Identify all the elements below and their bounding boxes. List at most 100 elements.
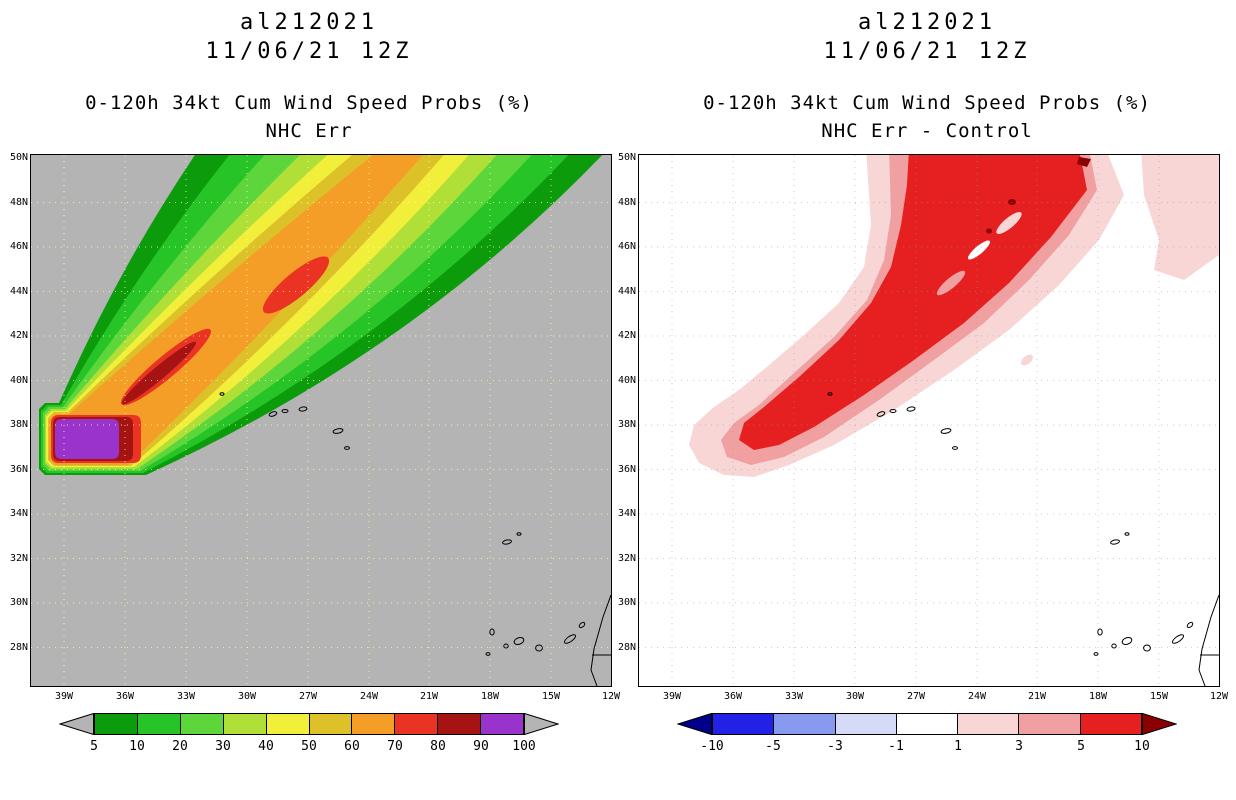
lon-tick-label: 24W <box>967 691 987 702</box>
colorbar-tick: 10 <box>1134 739 1150 754</box>
colorbar-box <box>395 713 439 735</box>
lon-tick-label: 15W <box>1149 691 1169 702</box>
difference-map-svg <box>639 155 1219 686</box>
lon-tick-label: 36W <box>723 691 743 702</box>
lon-tick-label: 18W <box>480 691 500 702</box>
model-label: NHC Err - Control <box>821 120 1033 142</box>
lon-tick-label: 30W <box>237 691 257 702</box>
storm-id: al212021 <box>240 10 378 35</box>
colorbar-strip <box>677 713 1177 735</box>
lon-tick-label: 27W <box>298 691 318 702</box>
lat-tick-label: 28N <box>9 642 28 653</box>
colorbar-tick: 90 <box>473 739 489 754</box>
lon-tick-label: 21W <box>419 691 439 702</box>
lon-tick-label: 24W <box>359 691 379 702</box>
colorbar-tick: -1 <box>888 739 904 754</box>
storm-id: al212021 <box>858 10 996 35</box>
lat-tick-label: 50N <box>9 152 28 163</box>
colorbar-box <box>137 713 181 735</box>
map-nhc-err: 50N 48N 46N 44N 42N 40N 38N 36N 34N 32N … <box>10 153 620 702</box>
colorbar-tick: 100 <box>512 739 536 754</box>
lat-tick-label: 42N <box>9 330 28 341</box>
colorbar-box <box>481 713 525 735</box>
lon-tick-label: 21W <box>1027 691 1047 702</box>
colorbar-box <box>309 713 353 735</box>
lat-tick-label: 36N <box>9 464 28 475</box>
difference-colorbar: -10 -5 -3 -1 1 3 5 10 <box>677 713 1177 769</box>
colorbar-tick: -3 <box>827 739 843 754</box>
lat-tick-label: 40N <box>617 375 636 386</box>
colorbar-box <box>438 713 482 735</box>
colorbar-tick: 70 <box>387 739 403 754</box>
diff-band-plus1-corner <box>1141 155 1219 280</box>
lon-tick-label: 12W <box>1209 691 1229 702</box>
colorbar-box <box>958 713 1020 735</box>
colorbar-box <box>835 713 897 735</box>
colorbar-box <box>896 713 959 735</box>
coastline-islands <box>827 392 1219 686</box>
lat-tick-label: 48N <box>9 197 28 208</box>
diff-pale-hole <box>996 212 1022 234</box>
prob-red-midswath-patch <box>262 256 330 314</box>
colorbar-tick: 50 <box>301 739 317 754</box>
subtitle: 0-120h 34kt Cum Wind Speed Probs (%) <box>703 92 1151 114</box>
colorbar-tick: 3 <box>1015 739 1023 754</box>
title-block: al212021 11/06/21 12Z 0-120h 34kt Cum Wi… <box>618 0 1236 145</box>
lat-tick-label: 32N <box>617 553 636 564</box>
lat-tick-label: 34N <box>617 508 636 519</box>
colorbar-box <box>223 713 267 735</box>
diff-white-hole <box>967 240 991 260</box>
lat-tick-label: 36N <box>617 464 636 475</box>
colorbar-tick: 60 <box>344 739 360 754</box>
diff-pink-speck <box>1021 354 1033 366</box>
lon-tick-label: 39W <box>662 691 682 702</box>
colorbar-arrow-right-icon <box>524 713 560 735</box>
lat-tick-label: 40N <box>9 375 28 386</box>
lat-tick-label: 44N <box>9 286 28 297</box>
africa-coastline <box>1198 594 1219 686</box>
prob-band-90-core <box>55 419 119 459</box>
lat-tick-label: 30N <box>617 597 636 608</box>
lat-tick-label: 34N <box>9 508 28 519</box>
colorbar-tick: 40 <box>258 739 274 754</box>
lon-tick-label: 27W <box>906 691 926 702</box>
panel-nhc-err: al212021 11/06/21 12Z 0-120h 34kt Cum Wi… <box>10 10 620 769</box>
colorbar-tick: 5 <box>90 739 98 754</box>
diff-band-plus10-speck <box>1008 199 1016 205</box>
init-time: 11/06/21 12Z <box>823 39 1031 64</box>
colorbar-box <box>266 713 310 735</box>
probability-colorbar: 5 10 20 30 40 50 60 70 80 90 100 <box>59 713 560 769</box>
lat-tick-label: 30N <box>9 597 28 608</box>
lon-tick-label: 33W <box>784 691 804 702</box>
coastline-islands <box>219 392 611 686</box>
africa-coastline <box>590 594 611 686</box>
colorbar-strip <box>59 713 560 735</box>
diff-salmon-hole <box>936 270 966 296</box>
colorbar-box <box>1019 713 1081 735</box>
colorbar-box <box>352 713 396 735</box>
lon-tick-label: 33W <box>176 691 196 702</box>
colorbar-box <box>712 713 775 735</box>
colorbar-tick: 80 <box>430 739 446 754</box>
lon-tick-label: 36W <box>115 691 135 702</box>
colorbar-tick: -5 <box>765 739 781 754</box>
lon-tick-label: 15W <box>541 691 561 702</box>
diff-band-plus10-speck <box>1077 157 1091 167</box>
colorbar-tick: 10 <box>129 739 145 754</box>
colorbar-box <box>1080 713 1142 735</box>
lat-tick-label: 50N <box>617 152 636 163</box>
colorbar-box <box>774 713 836 735</box>
lat-tick-label: 42N <box>617 330 636 341</box>
colorbar-arrow-right-icon <box>1141 713 1177 735</box>
lat-tick-label: 46N <box>617 241 636 252</box>
colorbar-box <box>94 713 138 735</box>
prob-darkred-streak <box>121 341 197 405</box>
lat-tick-label: 38N <box>617 419 636 430</box>
colorbar-tick: 20 <box>172 739 188 754</box>
lon-tick-label: 18W <box>1088 691 1108 702</box>
panel-nhc-err-minus-control: al212021 11/06/21 12Z 0-120h 34kt Cum Wi… <box>618 0 1236 800</box>
colorbar-tick: 5 <box>1077 739 1085 754</box>
colorbar-arrow-left-icon <box>677 713 712 735</box>
lat-tick-label: 46N <box>9 241 28 252</box>
colorbar-tick: 1 <box>954 739 962 754</box>
